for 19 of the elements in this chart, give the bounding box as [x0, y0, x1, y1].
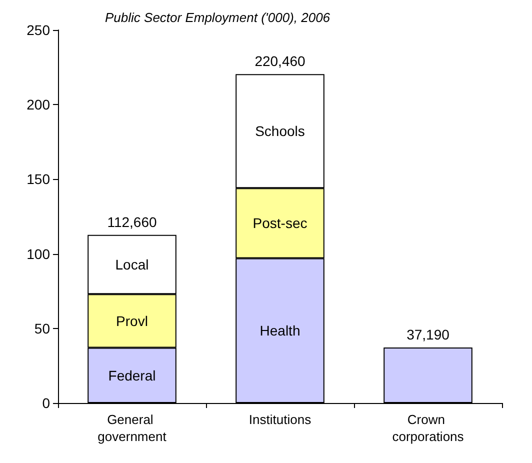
- x-tick-label: General government: [98, 412, 167, 444]
- y-tick-label: 100: [26, 246, 50, 262]
- y-tick-label: 200: [26, 96, 50, 113]
- series-label: Schools: [255, 123, 305, 140]
- series-label: Health: [260, 322, 300, 339]
- series-label: Post-sec: [252, 215, 308, 232]
- series-label: Local: [115, 256, 149, 272]
- x-tick-label: Crown corporations: [392, 412, 464, 444]
- series-label: Federal: [108, 367, 156, 384]
- total-label: 37,190: [406, 326, 450, 343]
- series-label: Provl: [116, 312, 148, 329]
- x-tick-label: Institutions: [248, 412, 312, 427]
- y-tick-label: 250: [26, 22, 50, 38]
- y-tick-label: 150: [26, 171, 50, 188]
- total-label: 112,660: [107, 214, 157, 230]
- chart-title: Public Sector Employment ('000), 2006: [105, 10, 331, 25]
- total-label: 220,460: [254, 53, 306, 70]
- y-tick-label: 0: [42, 395, 50, 411]
- y-tick-label: 50: [34, 320, 50, 336]
